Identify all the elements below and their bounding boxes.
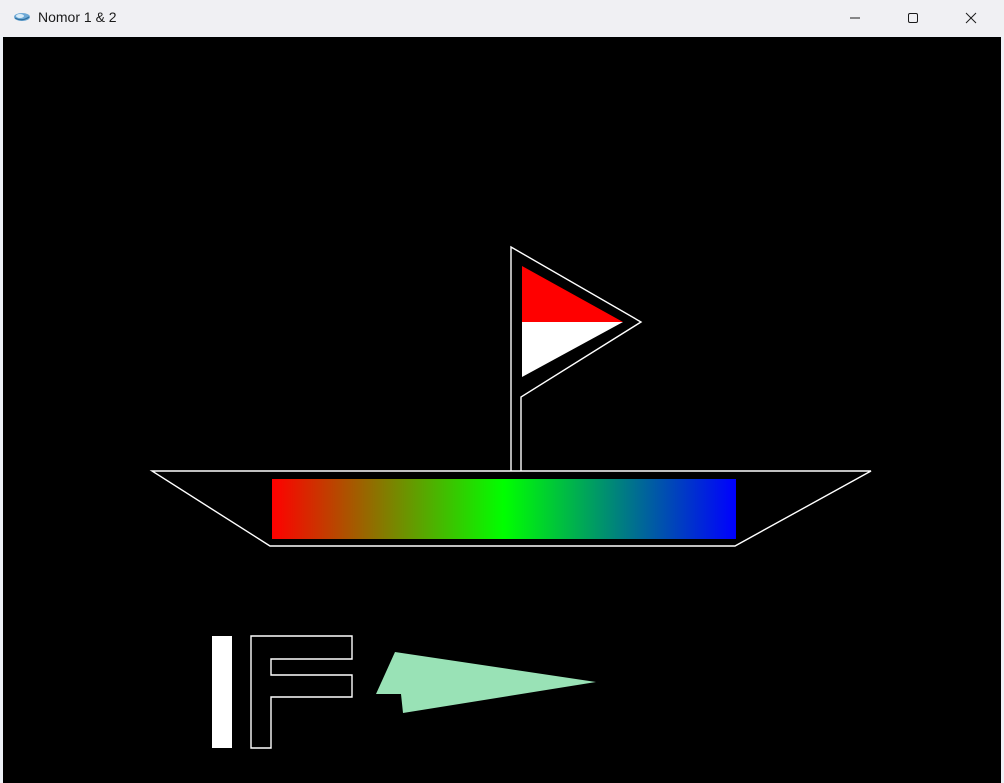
flag-red-half xyxy=(522,266,623,322)
letter-i xyxy=(212,636,232,748)
boat-hull-outline xyxy=(149,470,872,547)
drawing-canvas[interactable] xyxy=(3,37,1001,783)
letter-f-outline xyxy=(250,635,353,749)
maximize-icon xyxy=(907,12,919,24)
mast-flag-outline xyxy=(510,245,643,471)
window-title: Nomor 1 & 2 xyxy=(38,9,117,25)
minimize-icon xyxy=(849,12,861,24)
minimize-button[interactable] xyxy=(826,0,884,36)
close-icon xyxy=(965,12,977,24)
canvas-drawing xyxy=(149,245,872,749)
title-bar[interactable]: Nomor 1 & 2 xyxy=(0,0,1004,36)
hull-gradient-band xyxy=(272,479,736,539)
maximize-button[interactable] xyxy=(884,0,942,36)
green-arrow-shape xyxy=(376,652,596,713)
close-button[interactable] xyxy=(942,0,1000,36)
app-icon xyxy=(12,9,32,25)
flag-white-half xyxy=(522,322,623,377)
